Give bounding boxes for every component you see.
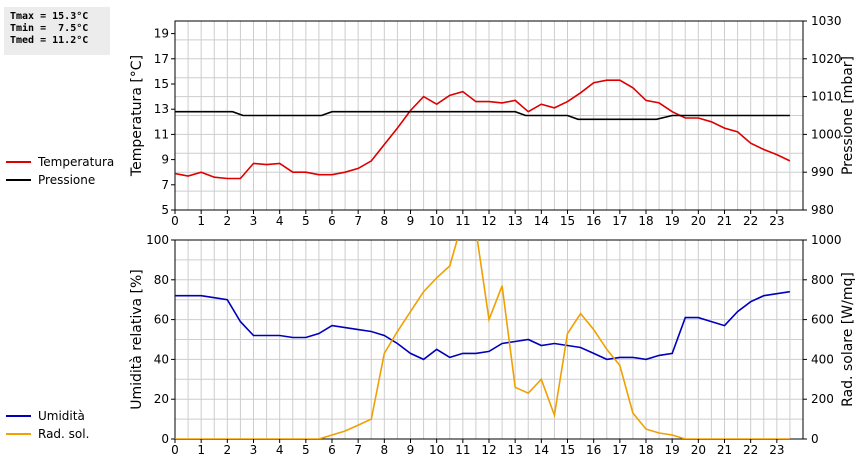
x-tick-label: 1 [197,214,205,228]
y2-tick-label: 1000 [811,127,842,141]
x-tick-label: 23 [769,443,784,457]
y-tick-label: 13 [154,102,169,116]
x-tick-label: 7 [354,214,362,228]
x-tick-label: 20 [691,443,706,457]
x-tick-label: 0 [171,214,179,228]
y-axis-title: Umidità relativa [%] [129,269,145,410]
y-tick-label: 80 [154,273,169,287]
y-tick-label: 17 [154,52,169,66]
x-tick-label: 16 [586,443,601,457]
y-tick-label: 5 [161,203,169,217]
y2-tick-label: 990 [811,165,834,179]
x-tick-label: 2 [224,443,232,457]
tmin-text: Tmin = 7.5°C [10,23,89,34]
x-tick-label: 10 [429,443,444,457]
chart-2: 0 1 2 3 4 5 6 7 8 9 10 11 12 13 14 15 16 17 18 19 20 21 22 2302… [6,233,856,457]
x-tick-label: 3 [250,214,258,228]
y2-axis-title: Rad. solare [W/mq] [840,272,856,407]
x-tick-label: 7 [354,443,362,457]
x-tick-label: 14 [534,443,549,457]
x-tick-label: 4 [276,214,284,228]
x-tick-label: 12 [481,214,496,228]
y-tick-label: 11 [154,127,169,141]
x-tick-label: 6 [328,214,336,228]
legend-label: Pressione [38,173,95,187]
x-tick-label: 10 [429,214,444,228]
x-tick-label: 17 [612,443,627,457]
x-tick-label: 15 [560,214,575,228]
x-tick-label: 23 [769,214,784,228]
x-tick-label: 16 [586,214,601,228]
x-tick-label: 17 [612,214,627,228]
x-tick-label: 0 [171,443,179,457]
x-tick-label: 21 [717,443,732,457]
legend-label: Rad. sol. [38,427,89,441]
x-tick-label: 8 [381,443,389,457]
x-tick-label: 9 [407,443,415,457]
x-tick-label: 12 [481,443,496,457]
tmed-text: Tmed = 11.2°C [10,35,89,46]
series-line-pressione [175,110,790,121]
y-tick-label: 20 [154,392,169,406]
x-tick-label: 5 [302,443,310,457]
y2-tick-label: 400 [811,352,834,366]
x-tick-label: 21 [717,214,732,228]
x-tick-label: 22 [743,443,758,457]
y-axis-title: Temperatura [°C] [129,55,145,177]
y-tick-label: 0 [161,432,169,446]
y2-tick-label: 0 [811,432,819,446]
tmax-text: Tmax = 15.3°C [10,11,89,22]
x-tick-label: 3 [250,443,258,457]
y2-tick-label: 1010 [811,90,842,104]
series-line-temperatura [175,79,791,180]
x-tick-label: 18 [638,214,653,228]
x-tick-label: 14 [534,214,549,228]
x-tick-label: 6 [328,443,336,457]
series-line-umidit- [175,290,791,361]
y2-tick-label: 1000 [811,233,842,247]
x-tick-label: 19 [665,443,680,457]
x-tick-label: 22 [743,214,758,228]
x-tick-label: 8 [381,214,389,228]
y-tick-label: 9 [161,153,169,167]
y-tick-label: 40 [154,352,169,366]
y2-tick-label: 1030 [811,14,842,28]
stats-box: Tmax = 15.3°C Tmin = 7.5°C Tmed = 11.2°C [4,7,110,55]
x-tick-label: 20 [691,214,706,228]
y2-axis-title: Pressione [mbar] [840,56,856,175]
x-tick-label: 2 [224,214,232,228]
x-tick-label: 15 [560,443,575,457]
chart-1: 0 1 2 3 4 5 6 7 8 9 10 11 12 13 14 15 16 17 18 19 20 21 22 2357… [6,14,856,228]
x-tick-label: 19 [665,214,680,228]
y-tick-label: 100 [146,233,169,247]
y2-tick-label: 800 [811,273,834,287]
y-tick-label: 7 [161,178,169,192]
y-tick-label: 15 [154,77,169,91]
y2-tick-label: 980 [811,203,834,217]
y2-tick-label: 600 [811,313,834,327]
x-tick-label: 13 [508,443,523,457]
x-tick-label: 9 [407,214,415,228]
legend-label: Umidità [38,409,85,423]
y2-tick-label: 1020 [811,52,842,66]
x-tick-label: 13 [508,214,523,228]
series-line-rad-sol- [175,240,790,439]
y-tick-label: 19 [154,27,169,41]
x-tick-label: 18 [638,443,653,457]
y-tick-label: 60 [154,313,169,327]
x-tick-label: 4 [276,443,284,457]
x-tick-label: 11 [455,214,470,228]
y2-tick-label: 200 [811,392,834,406]
legend-label: Temperatura [37,155,114,169]
x-tick-label: 11 [455,443,470,457]
x-tick-label: 5 [302,214,310,228]
x-tick-label: 1 [197,443,205,457]
